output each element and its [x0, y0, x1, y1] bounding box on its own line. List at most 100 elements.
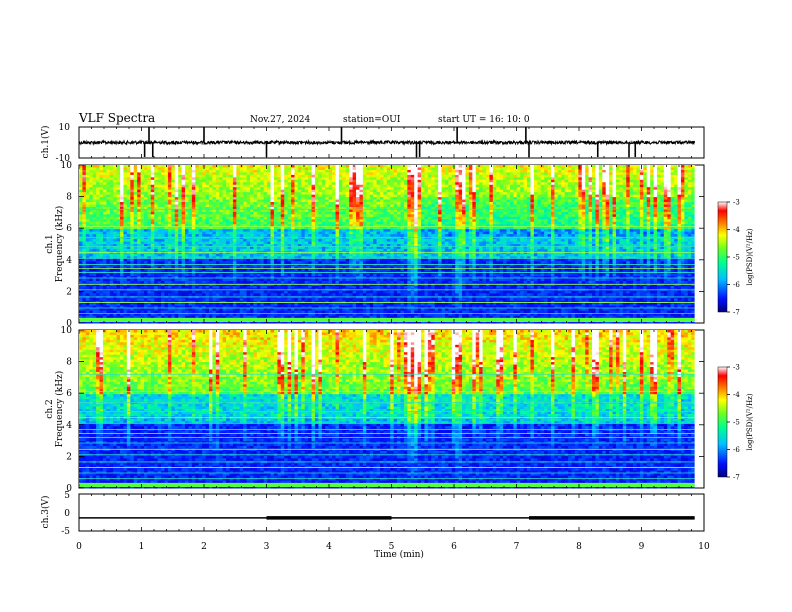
spectrogram-cell	[506, 209, 511, 213]
spectrogram-cell	[359, 187, 364, 191]
spectrogram-cell	[468, 219, 473, 223]
spectrogram-cell	[646, 187, 651, 191]
spectrogram-cell	[164, 211, 169, 215]
spectrogram-cell	[427, 197, 432, 200]
spectrogram-cell	[520, 167, 525, 171]
spectrogram-cell	[486, 187, 490, 191]
spectrogram-cell	[174, 224, 179, 228]
spectrogram-cell	[397, 165, 401, 168]
spectrogram-cell	[588, 182, 593, 186]
spectrogram-cell	[332, 184, 336, 188]
spectrogram-cell	[571, 177, 576, 181]
spectrogram-cell	[506, 172, 511, 176]
spectrogram-cell	[650, 194, 654, 198]
spectrogram-cell	[509, 192, 514, 196]
spectrogram-cell	[544, 189, 548, 193]
spectrogram-cell	[462, 184, 466, 188]
spectrogram-cell	[633, 169, 637, 173]
spectrogram-cell	[598, 187, 603, 191]
spectrogram-cell	[273, 199, 278, 203]
spectrogram-cell	[533, 216, 538, 220]
spectrogram-cell	[243, 209, 247, 213]
spectrogram-cell	[592, 179, 596, 183]
spectrogram-cell	[376, 187, 381, 191]
spectrogram-cell	[581, 211, 586, 215]
spectrogram-cell	[598, 169, 603, 173]
spectrogram-cell	[304, 219, 309, 223]
spectrogram-cell	[82, 221, 87, 225]
spectrogram-cell	[482, 182, 487, 186]
spectrogram-cell	[133, 231, 138, 235]
spectrogram-cell	[164, 179, 169, 183]
spectrogram-cell	[287, 221, 292, 225]
spectrogram-cell	[92, 224, 97, 228]
spectrogram-cell	[89, 197, 94, 200]
spectrogram-cell	[246, 194, 251, 198]
spectrogram-cell	[284, 204, 289, 208]
spectrogram-cell	[157, 197, 162, 200]
spectrogram-cell	[181, 221, 186, 225]
spectrogram-cell	[513, 182, 518, 186]
spectrogram-cell	[653, 197, 658, 200]
spectrogram-cell	[407, 177, 412, 181]
spectrogram-cell	[239, 214, 244, 218]
spectrogram-cell	[523, 174, 528, 178]
spectrogram-cell	[99, 192, 104, 196]
spectrogram-cell	[222, 167, 227, 171]
spectrogram-cell	[325, 221, 330, 225]
spectrogram-cell	[174, 172, 179, 176]
spectrogram-cell	[246, 214, 251, 218]
spectrogram-cell	[434, 187, 439, 191]
spectrogram-cell	[92, 229, 97, 233]
spectrogram-cell	[520, 206, 525, 210]
spectrogram-cell	[349, 204, 354, 208]
spectrogram-cell	[198, 189, 203, 193]
spectrogram-cell	[564, 204, 569, 208]
spectrogram-cell	[680, 219, 685, 223]
spectrogram-cell	[123, 187, 128, 191]
spectrogram-cell	[325, 204, 330, 208]
spectrogram-cell	[205, 216, 210, 220]
spectrogram-cell	[516, 184, 521, 188]
spectrogram-cell	[615, 199, 620, 203]
spectrogram-cell	[304, 197, 309, 200]
spectrogram-cell	[284, 214, 289, 218]
spectrogram-cell	[598, 229, 603, 233]
spectrogram-cell	[191, 182, 196, 186]
spectrogram-cell	[585, 199, 589, 203]
spectrogram-cell	[256, 187, 261, 191]
spectrogram-cell	[390, 172, 395, 176]
spectrogram-cell	[338, 199, 343, 203]
spectrogram-cell	[410, 199, 415, 203]
spectrogram-cell	[438, 229, 442, 233]
spectrogram-cell	[544, 219, 548, 223]
spectrogram-cell	[506, 179, 511, 183]
spectrogram-cell	[250, 172, 254, 176]
spectrogram-cell	[465, 177, 470, 181]
spectrogram-cell	[345, 197, 350, 200]
spectrogram-cell	[622, 174, 627, 178]
spectrogram-cell	[106, 199, 111, 203]
spectrogram-cell	[663, 216, 668, 220]
spectrogram-cell	[260, 192, 265, 196]
spectrogram-cell	[588, 214, 593, 218]
spectrogram-cell	[513, 174, 518, 178]
spectrogram-cell	[102, 199, 107, 203]
spectrogram-cell	[554, 167, 559, 171]
spectrogram-cell	[332, 221, 336, 225]
spectrogram-cell	[386, 216, 391, 220]
spectrogram-cell	[544, 177, 548, 181]
spectrogram-cell	[633, 165, 637, 168]
spectrogram-cell	[212, 197, 217, 200]
spectrogram-cell	[680, 224, 685, 228]
spectrogram-cell	[294, 177, 299, 181]
spectrogram-cell	[407, 197, 412, 200]
spectrogram-cell	[301, 219, 306, 223]
spectrogram-cell	[622, 189, 627, 193]
spectrogram-cell	[325, 165, 330, 168]
spectrogram-cell	[482, 192, 487, 196]
spectrogram-cell	[202, 209, 206, 213]
spectrogram-cell	[513, 192, 518, 196]
spectrogram-cell	[561, 187, 566, 191]
